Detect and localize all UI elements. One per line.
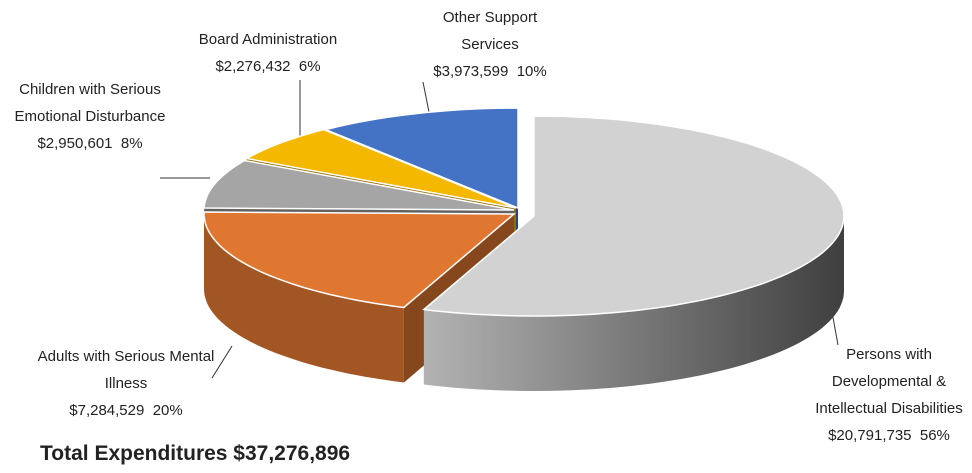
chart-title: Total Expenditures $37,276,896 bbox=[40, 442, 351, 465]
slice bbox=[323, 107, 519, 210]
percent-label: 6% bbox=[298, 58, 321, 75]
value-label: $2,276,432 bbox=[215, 58, 291, 75]
slice-label: Persons with Developmental & Intellectua… bbox=[806, 341, 972, 449]
slice-side bbox=[204, 214, 404, 383]
slice-label: Board Administration $2,276,432 6% bbox=[158, 26, 378, 80]
category-name: Other Support Services bbox=[442, 9, 538, 53]
value-label: $3,973,599 bbox=[433, 63, 509, 80]
slice-side bbox=[423, 216, 844, 391]
percent-label: 20% bbox=[152, 402, 183, 419]
slice bbox=[422, 115, 845, 317]
slice bbox=[244, 128, 517, 209]
percent-label: 10% bbox=[516, 63, 547, 80]
percent-label: 8% bbox=[120, 135, 143, 152]
value-label: $20,791,735 bbox=[828, 427, 912, 444]
slice-label: Other Support Services $3,973,599 10% bbox=[420, 4, 560, 85]
slice bbox=[203, 159, 515, 211]
value-label: $2,950,601 bbox=[37, 135, 113, 152]
slice-label: Children with Serious Emotional Disturba… bbox=[0, 76, 180, 157]
category-name: Persons with Developmental & Intellectua… bbox=[815, 346, 963, 417]
percent-label: 56% bbox=[919, 427, 950, 444]
slice bbox=[203, 211, 517, 309]
leader-line bbox=[211, 345, 233, 379]
category-name: Children with Serious Emotional Disturba… bbox=[14, 81, 166, 125]
category-name: Board Administration bbox=[198, 31, 338, 48]
category-name: Adults with Serious Mental Illness bbox=[37, 348, 215, 392]
slice-label: Adults with Serious Mental Illness $7,28… bbox=[36, 343, 216, 424]
value-label: $7,284,529 bbox=[69, 402, 145, 419]
